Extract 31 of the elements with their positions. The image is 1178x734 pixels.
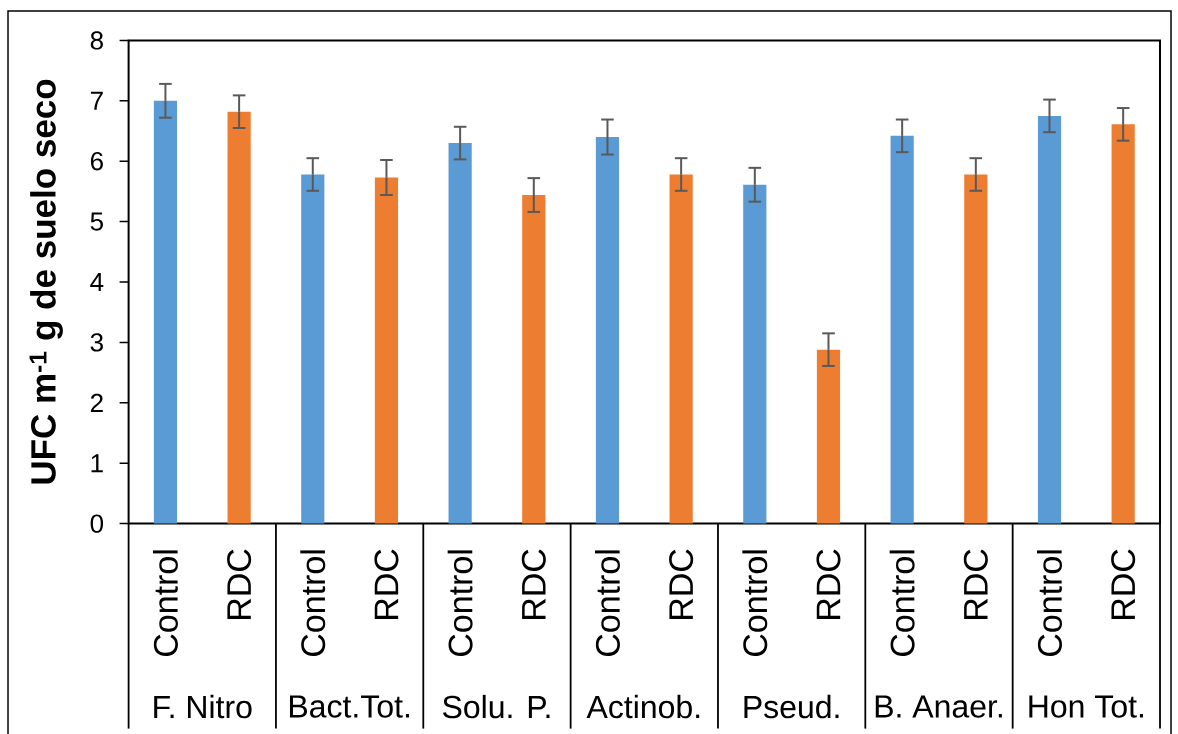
x-tick-label: Control [742,550,768,657]
x-tick-label: Control [594,550,620,657]
x-tick-label: Control [300,550,326,657]
x-tick-label: RDC [374,549,399,619]
text: F. Nitro [154,694,252,719]
x-tick-label: Control [1037,550,1062,657]
y-axis-title: UFC m$^{-1}$ g de suelo seco [29,79,63,484]
y-tick-label: 2 [90,393,103,412]
text: Bact.Tot. [289,695,409,718]
x-tick-label: RDC [1111,549,1136,619]
y-tick-label: 1 [91,454,103,473]
y-tick-label: 6 [90,151,103,171]
x-tick-label: Control [152,550,178,657]
x-tick-label: RDC [963,549,988,619]
x-tick-label: RDC [669,549,694,619]
x-tick-label: RDC [227,549,252,619]
y-tick-label: 4 [90,273,104,291]
text: B. Anaer. [875,695,1002,718]
x-tick-label: RDC [521,549,546,619]
text: Solu. P. [442,694,550,719]
y-tick-label: 7 [90,91,103,110]
text: Actinob. [586,694,700,719]
y-tick-label: 8 [90,31,103,50]
x-tick-label: Control [889,550,915,657]
text: Hon Tot. [1029,695,1143,718]
text: Pseud. [744,694,839,719]
x-tick-label: Control [447,550,473,657]
y-tick-label: 0 [90,514,104,533]
y-tick-label: 3 [90,333,103,352]
y-tick-label: 5 [90,212,103,231]
x-tick-label: RDC [816,549,841,619]
